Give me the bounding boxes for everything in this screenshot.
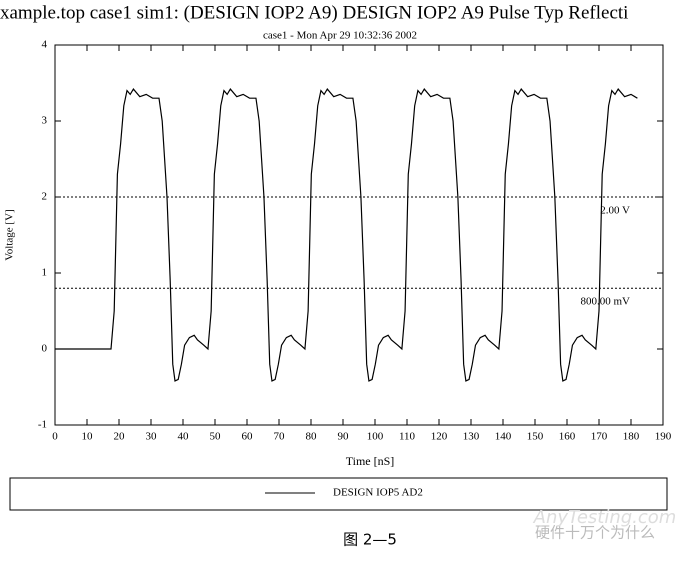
x-tick-label: 130 [463, 431, 480, 443]
x-tick-label: 100 [367, 431, 384, 443]
x-tick-label: 120 [431, 431, 448, 443]
x-tick-label: 50 [210, 431, 222, 443]
x-tick-label: 40 [178, 431, 190, 443]
chart-subtitle: case1 - Mon Apr 29 10:32:36 2002 [263, 30, 417, 42]
x-tick-label: 0 [52, 431, 58, 443]
x-tick-label: 30 [146, 431, 158, 443]
x-tick-label: 60 [242, 431, 254, 443]
y-axis-label: Voltage [V] [4, 209, 16, 260]
x-tick-label: 20 [114, 431, 126, 443]
caption: 图 2—5 [343, 531, 397, 549]
x-tick-label: 80 [306, 431, 318, 443]
y-tick-label: -1 [38, 419, 47, 431]
x-tick-label: 10 [82, 431, 94, 443]
chart-title: xample.top case1 sim1: (DESIGN IOP2 A9) … [0, 2, 628, 23]
plot-frame [54, 44, 664, 426]
watermark-title: 硬件十万个为什么 [535, 524, 655, 542]
x-tick-label: 90 [338, 431, 350, 443]
x-tick-label: 140 [495, 431, 512, 443]
y-tick-label: 2 [42, 191, 48, 203]
legend-box [9, 477, 668, 511]
reference-label: 800.00 mV [581, 296, 631, 308]
y-tick-label: 0 [42, 343, 48, 355]
series-line [55, 88, 638, 382]
x-tick-label: 110 [399, 431, 416, 443]
x-tick-label: 160 [559, 431, 576, 443]
x-tick-label: 190 [655, 431, 672, 443]
x-tick-label: 150 [527, 431, 544, 443]
watermark-site: AnyTesting.com [533, 507, 677, 528]
x-axis-label: Time [nS] [346, 454, 395, 468]
x-tick-label: 70 [274, 431, 286, 443]
x-tick-label: 180 [623, 431, 640, 443]
y-tick-label: 3 [42, 115, 48, 127]
x-tick-label: 170 [591, 431, 608, 443]
y-tick-label: 4 [42, 39, 48, 51]
legend-label: DESIGN IOP5 AD2 [333, 487, 423, 499]
y-tick-label: 1 [42, 267, 48, 279]
reference-label: 2.00 V [600, 205, 630, 217]
